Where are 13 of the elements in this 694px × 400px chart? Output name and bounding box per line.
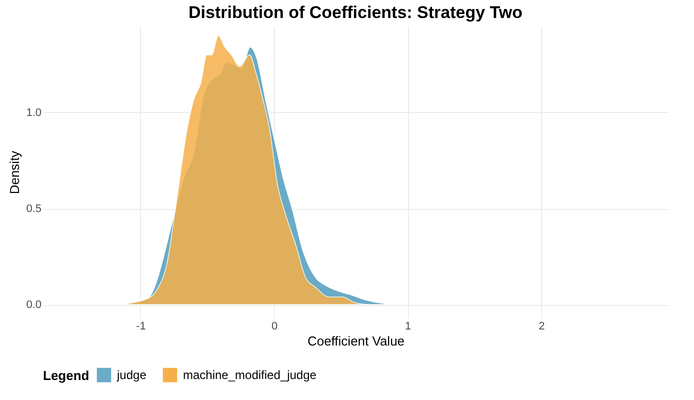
y-tick-label: 0.0 bbox=[26, 299, 42, 312]
legend-title: Legend bbox=[43, 368, 90, 383]
x-axis-title: Coefficient Value bbox=[307, 334, 405, 348]
x-tick-label: -1 bbox=[136, 320, 146, 332]
chart-title: Distribution of Coefficients: Strategy Two bbox=[188, 3, 523, 22]
x-tick-label: 1 bbox=[405, 320, 412, 332]
x-tick-label: 0 bbox=[271, 320, 278, 332]
y-axis-title: Density bbox=[7, 150, 22, 194]
y-tick-label: 0.5 bbox=[26, 203, 42, 215]
legend-label: machine_modified_judge bbox=[183, 368, 317, 382]
legend-label: judge bbox=[116, 368, 147, 382]
y-tick-label: 1.0 bbox=[26, 106, 42, 119]
x-tick-label: 2 bbox=[538, 320, 545, 332]
